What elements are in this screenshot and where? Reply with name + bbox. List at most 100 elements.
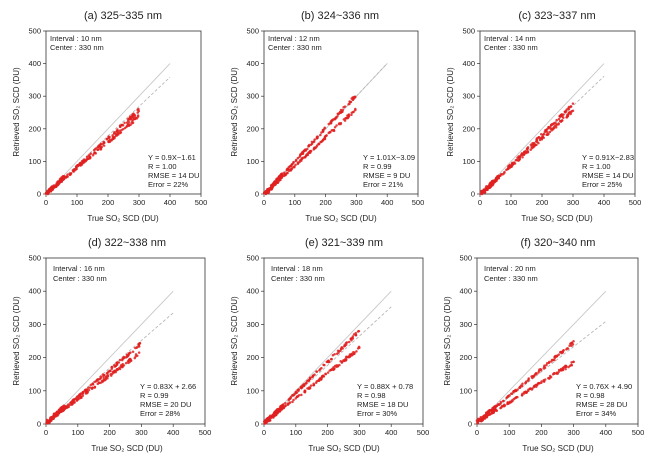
y-tick-label: 300 (28, 320, 41, 329)
scatter-point (561, 349, 565, 352)
y-tick-label: 100 (246, 157, 259, 166)
info-center: Center : 330 nm (484, 43, 538, 52)
stat-r: R = 0.99 (363, 162, 392, 171)
scatter-point (115, 363, 119, 366)
scatter-point (553, 372, 556, 376)
x-tick-label: 500 (195, 198, 208, 207)
x-tick-label: 300 (567, 428, 580, 437)
scatter-point (54, 412, 58, 415)
scatter-point (137, 343, 140, 346)
scatter-point (527, 378, 530, 381)
y-axis-label: Retrieved SO₂ SCD (DU) (446, 67, 455, 157)
scatter-point (564, 111, 567, 114)
scatter-point (347, 340, 351, 344)
panel-b: (b) 324~336 nm 0 100 200 300 400 500 0 100 200 30… (230, 10, 424, 223)
fit-line (479, 75, 605, 196)
scatter-point (550, 360, 553, 363)
scatter-point (553, 124, 556, 128)
scatter-point (80, 162, 84, 166)
y-tick-label: 0 (255, 420, 259, 429)
scatter-point (318, 369, 321, 372)
x-tick-label: 300 (567, 198, 580, 207)
scatter-point (523, 390, 526, 394)
scatter-point (118, 125, 122, 128)
scatter-point (91, 382, 95, 386)
scatter-point (294, 159, 298, 163)
one-to-one-line (479, 63, 605, 195)
scatter-point (123, 121, 126, 125)
scatter-point (304, 149, 308, 152)
panel-c: (c) 323~337 nm 0 100 200 300 400 500 0 100 200 30… (446, 10, 641, 223)
scatter-point (332, 118, 335, 121)
y-tick-label: 300 (462, 92, 475, 101)
scatter-point (501, 173, 504, 176)
scatter-point (110, 365, 113, 369)
plot-area: 0 100 200 300 400 500 0 100 200 300 400 500 (28, 27, 207, 208)
scatter-point (270, 187, 273, 191)
scatter-point (296, 156, 300, 160)
scatter-point (494, 176, 498, 180)
scatter-point (315, 380, 319, 383)
y-tick-label: 400 (462, 59, 475, 68)
scatter-point (332, 367, 335, 371)
x-tick-label: 400 (598, 198, 611, 207)
scatter-point (528, 387, 532, 391)
scatter-point (558, 119, 562, 123)
one-to-one-line (45, 290, 174, 425)
stat-error: Error = 28% (140, 409, 181, 418)
scatter-point (538, 368, 541, 371)
stat-rmse: RMSE = 14 DU (148, 171, 199, 180)
y-tick-label: 200 (246, 124, 259, 133)
scatter-point (535, 137, 539, 140)
scatter-point (65, 406, 69, 409)
scatter-point (127, 361, 130, 365)
x-tick-label: 100 (72, 428, 85, 437)
scatter-point (108, 138, 112, 142)
y-tick-label: 400 (459, 287, 472, 296)
x-tick-label: 500 (412, 198, 425, 207)
scatter-point (130, 120, 134, 123)
scatter-point (109, 372, 112, 376)
scatter-point (117, 131, 120, 134)
scatter-point (292, 160, 295, 164)
scatter-point (483, 191, 487, 194)
scatter-point (537, 136, 540, 139)
scatter-point (502, 399, 505, 403)
scatter-point (315, 136, 319, 140)
scatter-point (333, 126, 337, 129)
scatter-point (508, 166, 511, 170)
scatter-point (54, 414, 58, 417)
stat-equation: Y = 0.88X + 0.78 (357, 382, 413, 391)
scatter-point (345, 355, 348, 358)
scatter-point (340, 347, 343, 350)
scatter-point (306, 147, 309, 151)
scatter-point (514, 396, 518, 400)
scatter-point (351, 110, 355, 114)
scatter-point (268, 415, 271, 419)
stat-error: Error = 25% (582, 180, 623, 189)
scatter-point (334, 116, 338, 120)
scatter-point (58, 410, 62, 414)
scatter-point (324, 372, 328, 376)
scatter-point (327, 360, 330, 364)
scatter-point (557, 353, 561, 356)
scatter-point (111, 370, 115, 374)
scatter-point (98, 144, 101, 147)
scatter-point (291, 394, 294, 397)
scatter-point (571, 102, 575, 105)
scatter-point (119, 131, 123, 134)
scatter-point (533, 384, 536, 388)
scatter-point (476, 420, 479, 424)
scatter-point (499, 406, 503, 409)
info-center: Center : 330 nm (271, 274, 325, 283)
one-to-one-line (263, 290, 392, 425)
plot-area: 0 100 200 300 400 500 0 100 200 300 400 500 (28, 254, 211, 438)
scatter-point (295, 395, 299, 398)
scatter-point (333, 352, 336, 356)
scatter-point (320, 366, 323, 370)
scatter-point (572, 340, 575, 343)
scatter-point (81, 390, 85, 394)
fit-line (45, 312, 174, 424)
scatter-point (499, 400, 503, 404)
scatter-point (354, 333, 358, 337)
